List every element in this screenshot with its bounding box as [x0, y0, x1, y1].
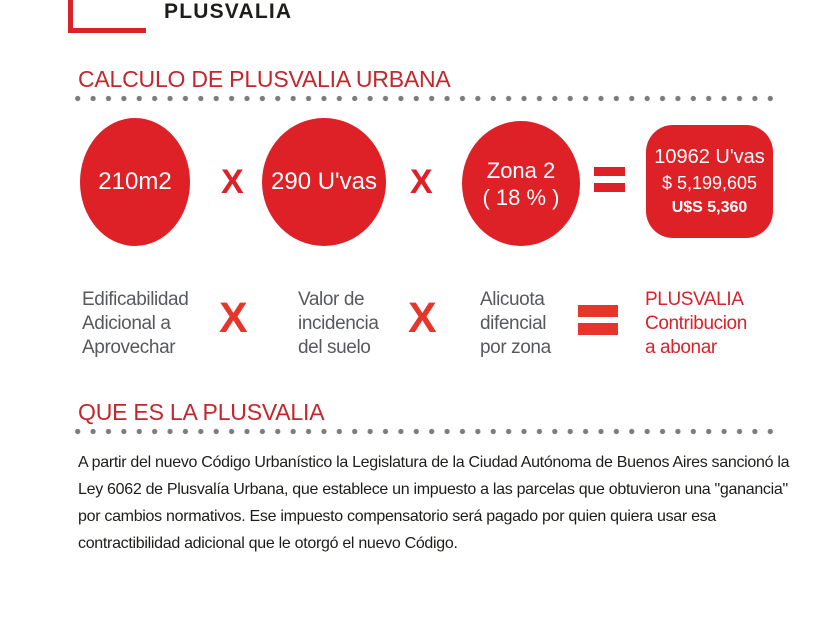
factor-circle-zone: Zona 2 ( 18 % ) [462, 121, 580, 246]
calc-section-title: CALCULO DE PLUSVALIA URBANA [78, 66, 451, 92]
legend-line: por zona [480, 337, 551, 358]
legend-line: Alicuota [480, 289, 545, 310]
brand-logo-icon [68, 0, 146, 33]
result-box: 10962 U'vas $ 5,199,605 U$S 5,360 [646, 125, 773, 238]
multiply-icon: X [410, 163, 433, 201]
factor-circle-value-label: 290 U'vas [271, 168, 377, 195]
paragraph-line: por cambios normativos. Ese impuesto com… [78, 508, 716, 525]
about-paragraph: A partir del nuevo Código Urbanístico la… [78, 449, 790, 557]
legend-factor-valor-incidencia: Valor de incidencia del suelo [298, 288, 379, 360]
legend-factor-alicuota: Alicuota difencial por zona [480, 288, 551, 360]
legend-line: Valor de [298, 289, 365, 310]
multiply-icon: X [219, 294, 248, 342]
legend-line: del suelo [298, 337, 371, 358]
legend-line: Edificabilidad [82, 289, 189, 310]
factor-circle-value: 290 U'vas [262, 118, 386, 246]
result-pesos: $ 5,199,605 [661, 173, 758, 193]
paragraph-line: A partir del nuevo Código Urbanístico la… [78, 454, 790, 471]
legend-factor-edificabilidad: Edificabilidad Adicional a Aprovechar [82, 288, 189, 360]
legend-line: a abonar [645, 337, 717, 358]
dotted-separator [70, 95, 778, 102]
factor-circle-zone-percent: ( 18 % ) [482, 184, 560, 210]
dotted-separator [70, 428, 778, 435]
result-usd: U$S 5,360 [671, 199, 748, 216]
legend-line: incidencia [298, 313, 379, 334]
factor-circle-zone-label: Zona 2 [486, 157, 556, 183]
factor-circle-area-label: 210m2 [98, 168, 172, 195]
factor-circle-area: 210m2 [80, 118, 190, 246]
brand-name: PLUSVALIA [164, 0, 293, 23]
multiply-icon: X [408, 294, 437, 342]
paragraph-line: Ley 6062 de Plusvalía Urbana, que establ… [78, 481, 788, 498]
equals-icon [594, 167, 625, 192]
legend-result-plusvalia: PLUSVALIA Contribucion a abonar [645, 288, 747, 360]
legend-line: Adicional a [82, 313, 171, 334]
legend-line: Contribucion [645, 313, 747, 334]
result-uvas: 10962 U'vas [654, 146, 765, 168]
multiply-icon: X [221, 163, 244, 201]
paragraph-line: contractibilidad adicional que le otorgó… [78, 535, 458, 552]
legend-line: Aprovechar [82, 337, 176, 358]
about-section-title: QUE ES LA PLUSVALIA [78, 399, 325, 425]
legend-line: PLUSVALIA [645, 289, 744, 310]
legend-line: difencial [480, 313, 547, 334]
equals-icon [578, 305, 618, 335]
